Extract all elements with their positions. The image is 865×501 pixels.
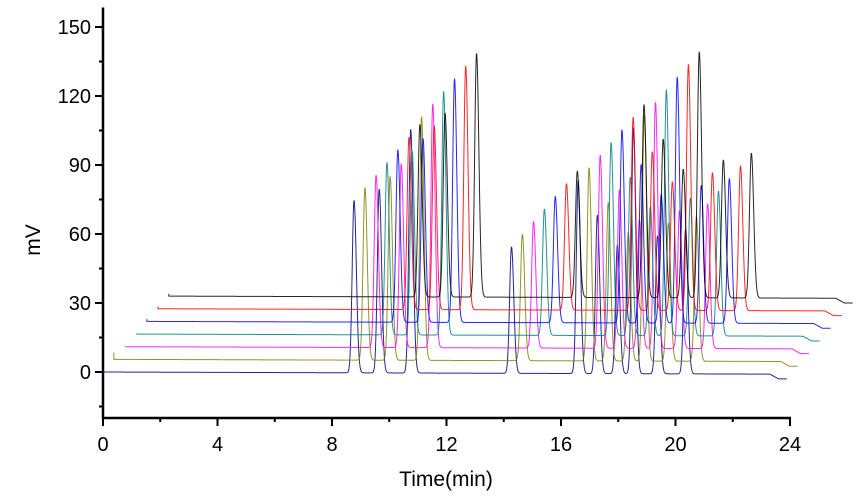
x-tick-label: 0 — [97, 434, 108, 456]
y-tick-label: 120 — [58, 86, 91, 108]
series-line-1 — [103, 127, 787, 380]
x-tick-label: 16 — [550, 434, 572, 456]
y-tick-label: 90 — [69, 155, 91, 177]
y-tick-label: 60 — [69, 224, 91, 246]
x-axis-label: Time(min) — [399, 468, 493, 491]
series-line-5 — [146, 76, 831, 329]
y-tick-label: 150 — [58, 17, 91, 39]
y-tick-label: 30 — [69, 293, 91, 315]
x-tick-label: 4 — [212, 434, 223, 456]
series-line-4 — [135, 89, 820, 342]
x-tick-label: 24 — [779, 434, 801, 456]
y-tick-label: 0 — [80, 362, 91, 384]
y-axis-label: mV — [22, 224, 45, 256]
series-line-6 — [157, 64, 842, 317]
x-tick-label: 12 — [435, 434, 457, 456]
x-tick-label: 8 — [326, 434, 337, 456]
axes: 0 4 8 12 16 20 24 0 30 60 90 120 150 — [58, 7, 801, 456]
series-line-7 — [168, 51, 853, 304]
traces — [103, 51, 853, 380]
series-line-2 — [113, 114, 798, 367]
series-line-3 — [125, 102, 809, 355]
x-tick-label: 20 — [664, 434, 686, 456]
